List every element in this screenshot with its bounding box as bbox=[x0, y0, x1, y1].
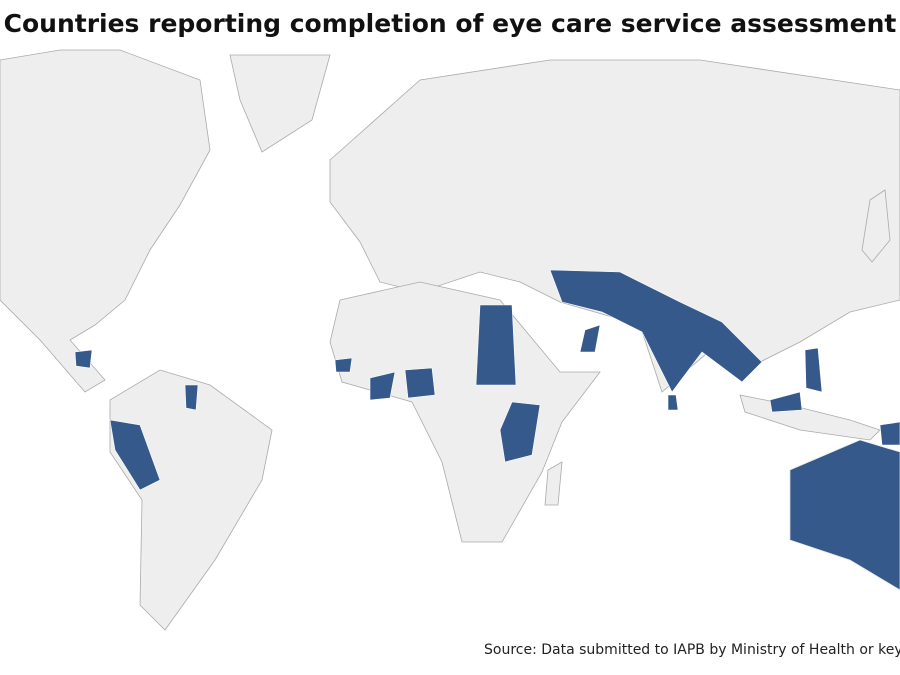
south-asia bbox=[549, 269, 763, 393]
source: Source: Data submitted to IAPB by Minist… bbox=[484, 642, 900, 658]
south-america bbox=[109, 369, 273, 631]
ghana bbox=[369, 371, 396, 401]
madagascar bbox=[544, 461, 563, 506]
australia-highlight bbox=[789, 439, 900, 591]
philippines bbox=[804, 347, 823, 393]
egypt-sudan bbox=[475, 304, 517, 386]
land-masses bbox=[0, 49, 900, 631]
greenland bbox=[229, 54, 331, 153]
africa bbox=[329, 281, 601, 543]
png bbox=[879, 421, 900, 446]
guyana bbox=[184, 384, 199, 411]
guatemala bbox=[74, 349, 93, 369]
title: Countries reporting completion of eye ca… bbox=[4, 9, 897, 38]
malaysia bbox=[769, 391, 803, 413]
peru bbox=[109, 419, 161, 491]
sri-lanka bbox=[667, 394, 679, 411]
highlighted-countries bbox=[74, 269, 900, 591]
indonesia bbox=[739, 394, 881, 441]
japan bbox=[861, 189, 891, 263]
oman bbox=[579, 324, 601, 353]
north-america bbox=[0, 49, 211, 393]
east-africa bbox=[499, 401, 541, 463]
nigeria bbox=[404, 367, 436, 399]
senegal bbox=[334, 357, 353, 373]
